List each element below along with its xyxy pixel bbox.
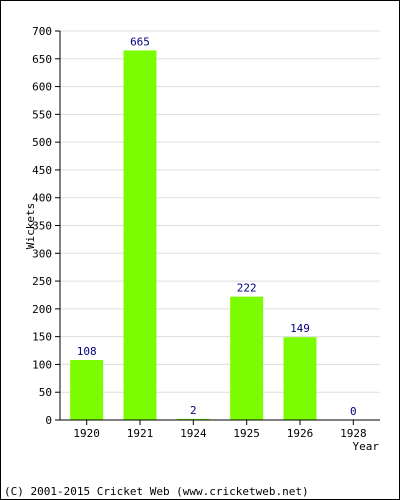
gridlines bbox=[60, 30, 380, 393]
x-tick-label-1920: 1920 bbox=[73, 427, 100, 440]
y-tick-label: 600 bbox=[32, 81, 52, 94]
y-tick-label: 650 bbox=[32, 53, 52, 66]
x-tick-label-1921: 1921 bbox=[127, 427, 154, 440]
y-tick-label: 250 bbox=[32, 275, 52, 288]
data-label-1925: 222 bbox=[237, 282, 257, 295]
y-tick-label: 200 bbox=[32, 303, 52, 316]
bar-1920 bbox=[70, 359, 104, 420]
y-tick-label: 0 bbox=[45, 414, 52, 427]
y-tick-label: 700 bbox=[32, 25, 52, 38]
y-tick-label: 50 bbox=[39, 386, 52, 399]
x-tick-label-1925: 1925 bbox=[233, 427, 260, 440]
copyright-footer: (C) 2001-2015 Cricket Web (www.cricketwe… bbox=[4, 485, 309, 498]
y-axis-label: Wickets bbox=[24, 203, 37, 249]
y-axis-ticks: 0 50 100 150 200 250 300 350 400 450 500 550 600 650 7… bbox=[32, 25, 60, 427]
bar-1926 bbox=[283, 337, 317, 420]
bars bbox=[70, 50, 317, 420]
data-label-1928: 0 bbox=[350, 405, 357, 418]
data-label-1926: 149 bbox=[290, 322, 310, 335]
bar-1921 bbox=[123, 50, 157, 420]
x-tick-label-1928: 1928 bbox=[340, 427, 367, 440]
x-axis-label: Year bbox=[353, 440, 380, 453]
y-tick-label: 150 bbox=[32, 331, 52, 344]
x-tick-label-1926: 1926 bbox=[287, 427, 314, 440]
y-tick-label: 450 bbox=[32, 164, 52, 177]
y-tick-label: 500 bbox=[32, 136, 52, 149]
y-tick-label: 400 bbox=[32, 192, 52, 205]
y-tick-label: 550 bbox=[32, 108, 52, 121]
bar-1925 bbox=[230, 296, 264, 420]
data-label-1924: 2 bbox=[190, 404, 197, 417]
data-label-1921: 665 bbox=[130, 35, 150, 48]
bar-1924 bbox=[176, 418, 210, 420]
x-axis-ticks: 1920 1921 1924 1925 1926 1928 bbox=[73, 420, 367, 440]
data-label-1920: 108 bbox=[77, 345, 97, 358]
y-tick-label: 350 bbox=[32, 220, 52, 233]
y-tick-label: 300 bbox=[32, 247, 52, 260]
x-tick-label-1924: 1924 bbox=[180, 427, 207, 440]
y-tick-label: 100 bbox=[32, 358, 52, 371]
